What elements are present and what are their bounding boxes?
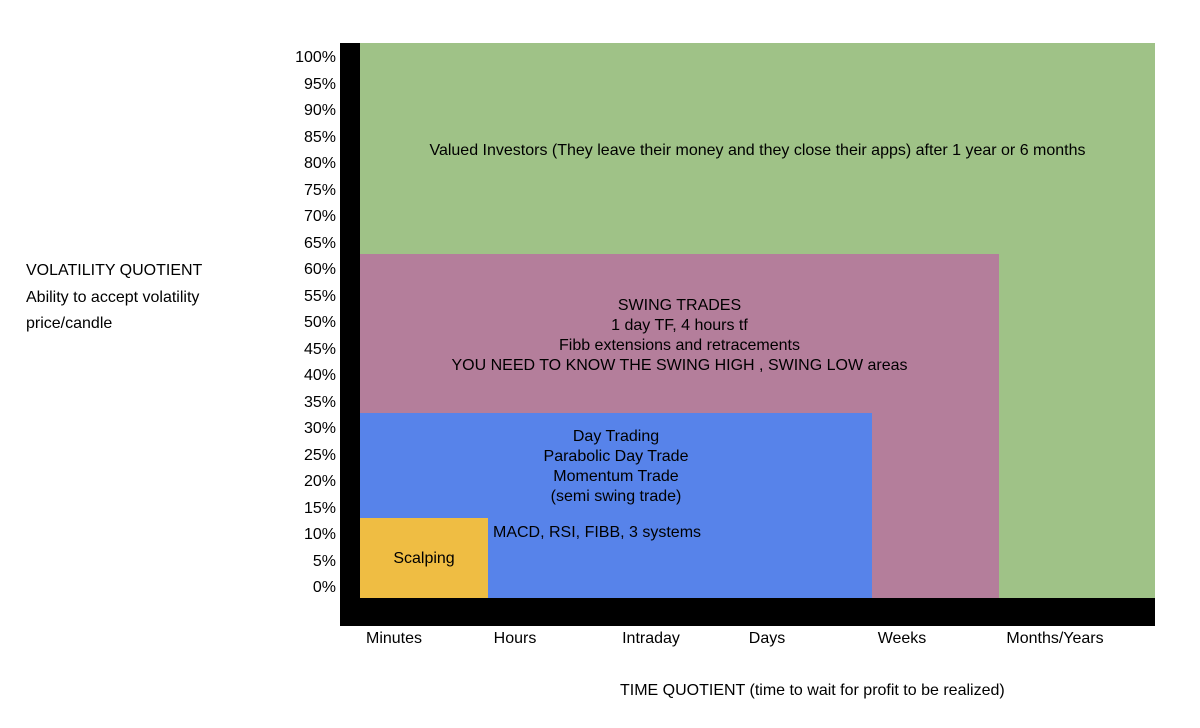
y-tick-label: 10% [303,526,336,543]
swing-trades-line: YOU NEED TO KNOW THE SWING HIGH , SWING … [451,357,908,374]
x-category: Weeks [877,630,927,647]
y-axis-label: VOLATILITY QUOTIENT Ability to accept vo… [26,258,202,338]
y-tick-label: 0% [312,579,336,596]
y-tick-label: 80% [303,155,336,172]
y-tick-label: 50% [303,314,336,331]
y-tick-label: 65% [303,234,336,252]
y-tick-label: 5% [312,552,336,570]
valued-investors-label: Valued Investors (They leave their money… [429,142,1086,159]
x-axis-bar [340,598,1155,626]
day-trading-indicators-note: MACD, RSI, FIBB, 3 systems [493,524,702,541]
y-tick-label: 25% [303,446,336,464]
y-tick-label: 45% [303,340,336,358]
day-trading-line: (semi swing trade) [550,488,682,505]
y-tick-label: 20% [303,473,336,490]
y-tick-label: 55% [303,287,336,305]
y-tick-label: 40% [303,367,336,384]
y-axis-subtitle-line2: price/candle [26,315,113,332]
x-axis-title: TIME QUOTIENT (time to wait for profit t… [620,682,1005,699]
swing-trades-line: 1 day TF, 4 hours tf [611,317,748,334]
y-axis-subtitle-line1: Ability to accept volatility [26,288,200,306]
y-tick-label: 35% [303,393,336,411]
x-category: Days [748,630,786,647]
x-category: Months/Years [1006,630,1104,647]
scalping-region: Scalping [360,518,488,598]
y-tick-label: 85% [303,128,336,146]
y-tick-label: 30% [303,420,336,437]
swing-trades-text: SWING TRADES 1 day TF, 4 hours tf Fibb e… [360,296,999,376]
y-tick-label: 70% [303,208,336,225]
x-category: Intraday [622,630,680,647]
y-tick-label: 60% [303,261,336,278]
y-axis-bar [340,43,360,626]
y-tick-label: 90% [303,102,336,119]
day-trading-line: Parabolic Day Trade [543,448,689,465]
swing-trades-line: Fibb extensions and retracements [558,337,800,354]
swing-trades-title: SWING TRADES [617,297,742,314]
y-tick-label: 100% [295,49,336,66]
y-axis-title: VOLATILITY QUOTIENT [26,262,203,279]
day-trading-region: Day Trading Parabolic Day Trade Momentum… [360,413,872,598]
y-tick-label: 15% [303,499,336,517]
x-axis-categories: Minutes Hours Intraday Days Weeks Months… [340,630,1155,650]
x-category: Minutes [365,630,423,647]
scalping-label: Scalping [393,550,455,567]
day-trading-text: Day Trading Parabolic Day Trade Momentum… [360,427,872,507]
day-trading-line: Momentum Trade [553,468,679,485]
day-trading-title: Day Trading [572,428,660,445]
x-category: Hours [493,630,537,647]
y-tick-label: 95% [303,75,336,93]
y-tick-label: 75% [303,181,336,199]
